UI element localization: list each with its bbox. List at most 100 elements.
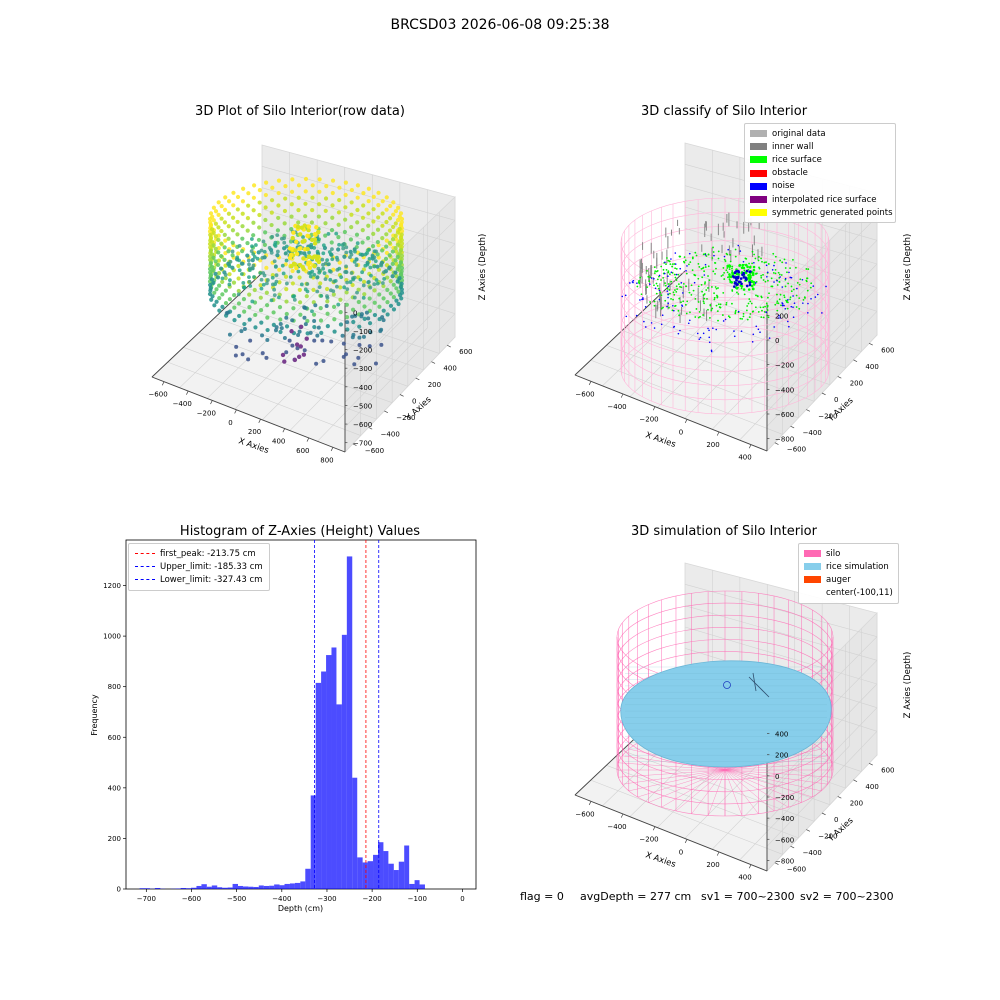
data-point xyxy=(381,283,386,289)
data-point xyxy=(223,238,228,243)
data-point xyxy=(702,332,705,335)
grid-line xyxy=(684,206,878,265)
x-tick-label: 0 xyxy=(679,848,683,856)
data-point xyxy=(235,219,240,225)
data-point xyxy=(742,260,745,263)
grid-line xyxy=(766,287,878,402)
data-point xyxy=(702,266,705,269)
data-point xyxy=(722,267,725,269)
data-point xyxy=(639,299,641,301)
axis-line xyxy=(151,272,263,378)
data-point xyxy=(278,317,283,322)
histogram-bar xyxy=(196,885,202,889)
data-point xyxy=(705,255,708,257)
data-point xyxy=(337,197,342,203)
data-point xyxy=(294,342,300,347)
data-point xyxy=(222,245,227,250)
legend-label: Upper_limit: -185.33 cm xyxy=(160,561,263,572)
data-point xyxy=(208,211,214,216)
data-point xyxy=(663,272,666,275)
data-point xyxy=(399,220,404,225)
axis-line xyxy=(574,374,768,452)
data-point xyxy=(648,280,651,283)
data-point xyxy=(283,196,288,201)
data-point xyxy=(337,266,342,271)
data-point xyxy=(717,287,719,289)
data-point xyxy=(690,284,693,287)
data-point xyxy=(714,286,717,288)
data-point xyxy=(242,285,247,290)
data-point xyxy=(712,251,715,253)
data-point xyxy=(315,275,320,280)
data-point xyxy=(289,214,294,219)
data-point xyxy=(240,352,245,357)
data-point xyxy=(750,302,753,305)
grid-line xyxy=(234,300,345,410)
data-point xyxy=(397,251,402,256)
data-point xyxy=(713,298,716,301)
data-point xyxy=(236,301,242,306)
data-point xyxy=(670,271,673,274)
y-tick-label: −400 xyxy=(381,430,400,438)
data-point xyxy=(301,267,306,272)
grid-line xyxy=(590,779,783,855)
y-tick-label: −600 xyxy=(365,447,384,455)
histogram-bar xyxy=(414,880,420,889)
data-point xyxy=(740,330,743,333)
data-point xyxy=(390,249,395,254)
data-point xyxy=(246,357,251,362)
data-point xyxy=(391,212,396,217)
data-point xyxy=(259,248,264,253)
data-point xyxy=(801,278,804,281)
data-point xyxy=(790,276,793,279)
data-point xyxy=(246,258,251,263)
data-point xyxy=(726,271,729,274)
data-point xyxy=(740,287,743,290)
data-point xyxy=(695,308,698,310)
data-point xyxy=(371,194,376,199)
data-point xyxy=(219,228,224,234)
tick-mark xyxy=(837,376,842,379)
data-point xyxy=(258,308,264,313)
data-point xyxy=(294,251,300,257)
data-point xyxy=(296,354,302,359)
grid-line xyxy=(766,311,878,427)
wireframe-spoke xyxy=(724,769,813,798)
data-point xyxy=(354,232,360,237)
data-point xyxy=(284,315,289,320)
data-point xyxy=(284,287,289,292)
data-point xyxy=(314,225,319,230)
data-point xyxy=(251,183,257,188)
data-point xyxy=(699,315,701,318)
data-point xyxy=(774,272,777,275)
data-point xyxy=(642,297,644,299)
data-point xyxy=(748,283,752,287)
data-point xyxy=(694,316,697,318)
grid-line xyxy=(606,765,799,839)
data-point xyxy=(222,257,227,262)
data-point xyxy=(223,300,229,306)
data-point xyxy=(325,311,330,316)
data-point xyxy=(336,235,341,240)
data-point xyxy=(385,275,390,280)
tick-mark xyxy=(415,377,420,381)
tick-mark xyxy=(234,409,237,414)
data-point xyxy=(746,265,749,269)
data-point xyxy=(380,236,385,241)
data-point xyxy=(233,353,238,358)
histogram-bar xyxy=(404,845,410,889)
x-tick-label: −200 xyxy=(639,836,658,844)
histogram-bar xyxy=(222,887,228,889)
data-point xyxy=(291,230,296,235)
data-point xyxy=(765,311,768,314)
grid-line xyxy=(230,302,424,371)
data-point xyxy=(378,329,383,334)
data-point xyxy=(297,300,303,305)
data-point xyxy=(733,330,735,332)
data-point xyxy=(752,268,756,272)
data-point xyxy=(269,298,274,303)
data-point xyxy=(312,318,317,323)
grid-line xyxy=(653,300,846,369)
data-point xyxy=(653,272,656,275)
data-point xyxy=(760,316,763,318)
